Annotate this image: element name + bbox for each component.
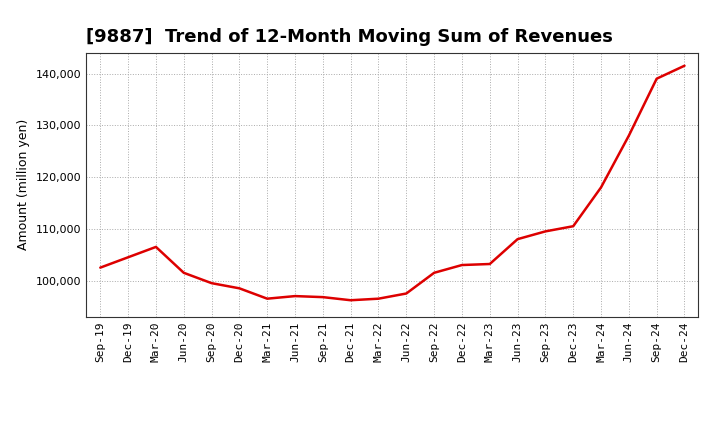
Text: [9887]  Trend of 12-Month Moving Sum of Revenues: [9887] Trend of 12-Month Moving Sum of R… [86, 28, 613, 46]
Y-axis label: Amount (million yen): Amount (million yen) [17, 119, 30, 250]
